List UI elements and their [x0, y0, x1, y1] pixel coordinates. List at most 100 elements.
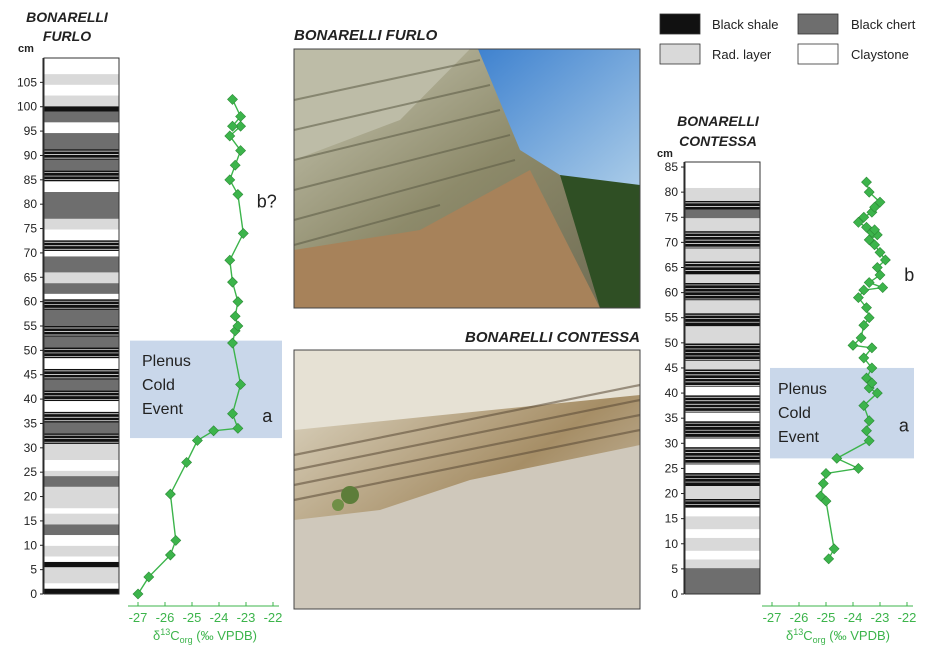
depth-tick-label: 75: [24, 222, 38, 236]
strat-layer: [685, 162, 760, 180]
isotope-data-point: [227, 120, 238, 132]
strat-layer: [44, 379, 119, 391]
strat-layer: [685, 412, 760, 422]
strat-layer: [44, 309, 119, 326]
isotope-data-point: [847, 339, 859, 351]
isotope-data-point: [227, 276, 238, 288]
isotope-data-point: [181, 457, 193, 468]
contessa-plenus-event-box: [770, 367, 914, 459]
isotope-data-point: [863, 415, 875, 427]
depth-tick-label: 15: [24, 514, 38, 528]
isotope-data-point: [863, 312, 875, 324]
strat-layer: [44, 545, 119, 557]
contessa-column-border: [684, 161, 761, 595]
strat-layer: [685, 550, 760, 560]
strat-layer: [44, 336, 119, 348]
strat-layer: [685, 187, 760, 201]
isotope-data-point: [823, 553, 835, 565]
furlo-depth-axis: 0 5 10 15 20 25 30 35 40 45 50 55 60 65 70 75 80 85 90 95 10…: [17, 58, 44, 601]
strat-layer: [44, 111, 119, 123]
interval-label: b?: [257, 192, 277, 212]
strat-layer: [685, 537, 760, 551]
strat-layer: [685, 498, 760, 508]
strat-layer: [685, 529, 760, 538]
isotope-data-point: [861, 176, 872, 188]
depth-tick-label: 5: [671, 562, 678, 576]
depth-tick-label: 5: [30, 563, 37, 577]
isotope-data-point: [170, 534, 182, 546]
furlo-section: BONARELLI FURLO cm 0 5 10 15 20 25 30 35 40 45 50 5…: [17, 9, 282, 645]
strat-layer: [44, 470, 119, 477]
isotope-data-point: [852, 292, 864, 304]
contessa-event-label-line1: Plenus: [778, 381, 827, 398]
depth-tick-label: 85: [665, 160, 679, 174]
isotope-tick-label: -23: [237, 610, 256, 625]
depth-tick-label: 85: [24, 173, 38, 187]
depth-tick-label: 0: [671, 587, 678, 601]
isotope-data-point: [208, 425, 220, 437]
strat-layer: [685, 486, 760, 499]
isotope-data-point: [232, 189, 244, 200]
depth-tick-label: 55: [665, 311, 679, 325]
legend-swatch-claystone: [797, 43, 839, 65]
isotope-data-point: [874, 246, 886, 258]
photo-contessa: BONARELLI CONTESSA: [293, 329, 641, 610]
furlo-isotope-plot: b? a: [132, 93, 277, 600]
depth-tick-label: 70: [665, 235, 679, 249]
isotope-data-point: [143, 571, 155, 583]
strat-layer: [44, 524, 119, 536]
isotope-data-point: [855, 332, 867, 344]
strat-layer: [44, 422, 119, 434]
isotope-data-point: [852, 462, 864, 474]
strat-layer: [685, 438, 760, 448]
contessa-isotope-plot: ba: [815, 176, 914, 565]
isotope-data-point: [164, 488, 176, 500]
depth-tick-label: 95: [24, 124, 38, 138]
isotope-tick-label: -27: [763, 610, 782, 625]
furlo-event-label-line1: Plenus: [142, 353, 191, 370]
strat-layer: [685, 300, 760, 314]
strat-layer: [44, 513, 119, 525]
strat-layer: [44, 508, 119, 514]
strat-layer: [685, 343, 760, 361]
isotope-data-point: [224, 130, 236, 142]
strat-layer: [685, 447, 760, 465]
isotope-data-point: [874, 196, 886, 208]
isotope-data-point: [871, 262, 883, 273]
isotope-data-point: [817, 478, 829, 489]
isotope-data-point: [863, 277, 875, 288]
strat-layer: [44, 84, 119, 96]
contessa-depth-axis: 0 5 10 15 20 25 30 35 40 45 50 55 60 65 70 75 80 85: [665, 160, 685, 601]
depth-tick-label: 70: [24, 246, 38, 260]
depth-tick-label: 75: [665, 210, 679, 224]
isotope-data-point: [229, 310, 241, 322]
strat-layer: [44, 250, 119, 257]
isotope-tick-label: -27: [129, 610, 148, 625]
furlo-isotope-axis: -27 -26 -25 -24 -23 -22: [128, 602, 282, 625]
isotope-data-point: [229, 159, 241, 171]
furlo-isotope-axis-label: δ13Corg (‰ VPDB): [153, 627, 257, 645]
contessa-event-label-line3: Event: [778, 429, 819, 446]
depth-tick-label: 30: [24, 441, 38, 455]
strat-layer: [44, 122, 119, 134]
strat-layer: [44, 272, 119, 284]
isotope-tick-label: -22: [264, 610, 283, 625]
isotope-data-point: [869, 224, 881, 236]
strat-layer: [685, 218, 760, 232]
isotope-tick-label: -24: [210, 610, 229, 625]
strat-layer: [44, 460, 119, 471]
isotope-series-line: [137, 99, 245, 595]
depth-tick-label: 10: [24, 538, 38, 552]
isotope-data-point: [858, 284, 870, 296]
isotope-data-point: [866, 342, 878, 354]
strat-layer: [685, 369, 760, 387]
isotope-data-point: [235, 120, 247, 132]
furlo-plenus-event-box: [130, 340, 282, 439]
furlo-column-border: [43, 57, 120, 595]
photo-furlo-frame: [293, 48, 641, 309]
strat-layer: [44, 192, 119, 219]
strat-layer: [44, 561, 119, 568]
isotope-data-point: [227, 408, 238, 420]
depth-tick-label: 45: [665, 361, 679, 375]
strat-layer: [44, 95, 119, 107]
